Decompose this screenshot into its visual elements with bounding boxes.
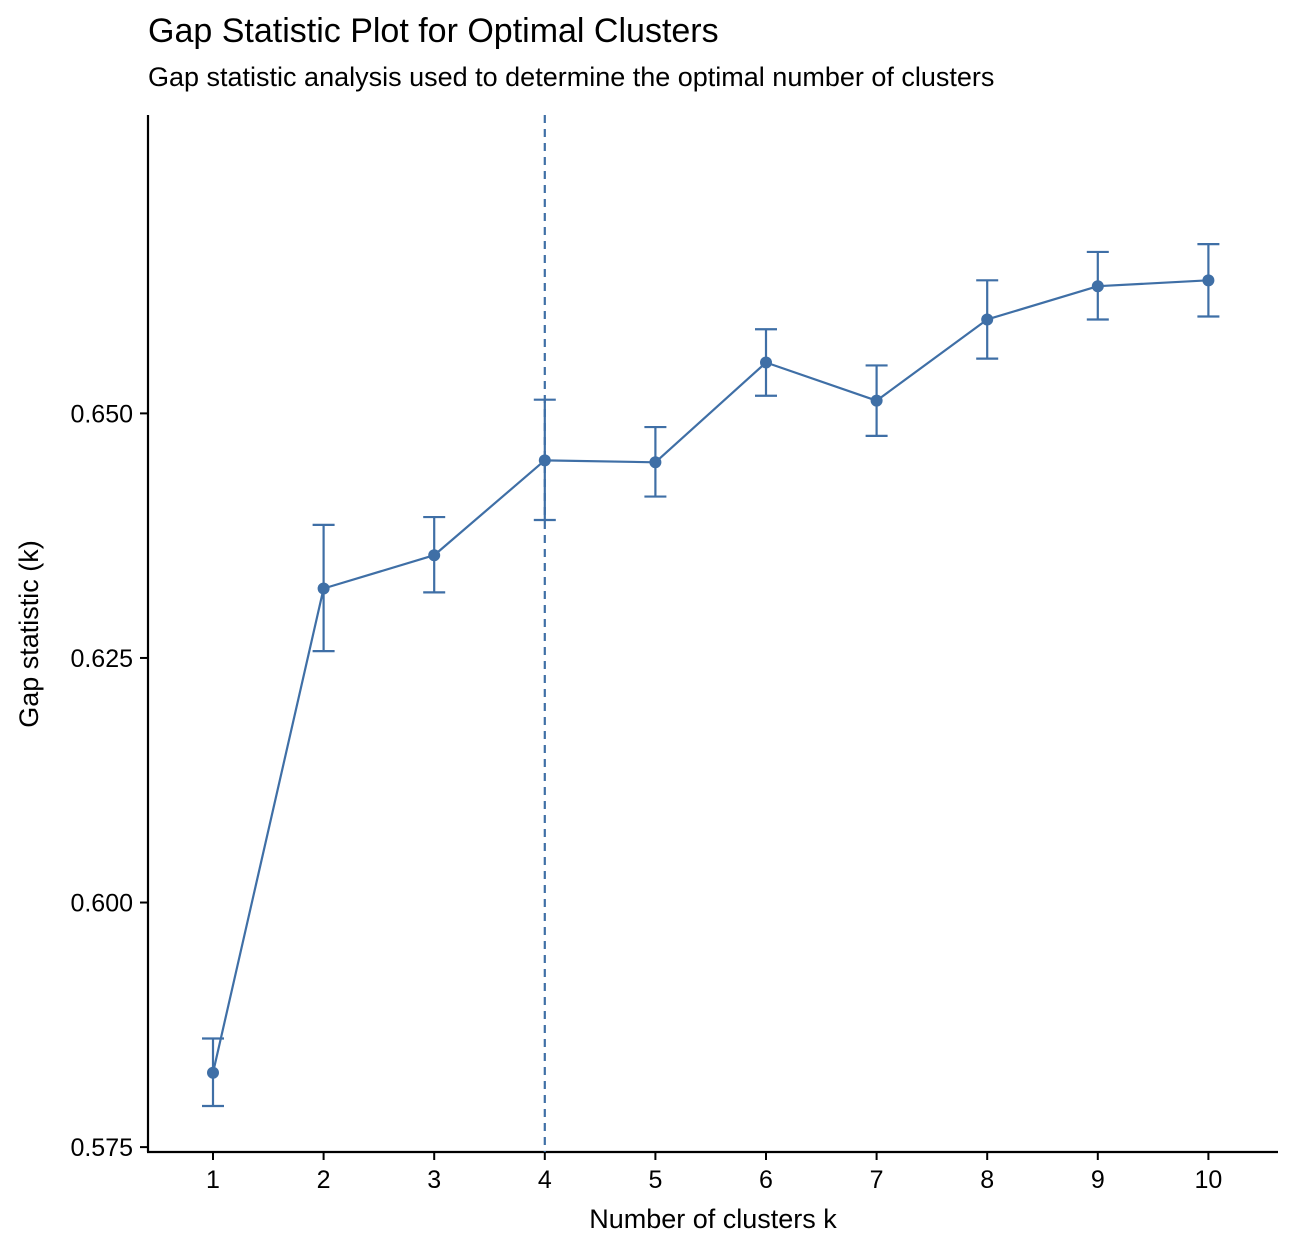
- x-ticks: 1 2 3 4 5 6 7 8 9 10: [206, 1152, 1222, 1194]
- y-ticks: 0.575 0.600 0.625 0.650: [70, 400, 148, 1162]
- data-point: [538, 454, 551, 467]
- series-line: [211, 279, 1209, 1074]
- series-line-group: [211, 279, 1209, 1074]
- x-axis-title: Number of clusters k: [589, 1204, 837, 1234]
- data-point: [207, 1066, 219, 1079]
- chart-title: Gap Statistic Plot for Optimal Clusters: [148, 12, 719, 50]
- data-points: [207, 274, 1215, 1079]
- x-tick-label: 5: [648, 1166, 662, 1194]
- axes: [146, 115, 1278, 1154]
- data-point: [760, 356, 772, 369]
- data-point: [1202, 274, 1215, 287]
- x-tick-label: 7: [870, 1166, 884, 1194]
- y-tick-label: 0.625: [70, 645, 133, 673]
- x-tick-label: 10: [1194, 1166, 1222, 1194]
- error-bars: [202, 243, 1220, 1108]
- x-tick-label: 2: [317, 1166, 331, 1194]
- data-point: [981, 313, 994, 326]
- data-point: [317, 582, 330, 595]
- data-point: [428, 549, 441, 562]
- x-tick-label: 6: [759, 1166, 773, 1194]
- x-tick-label: 3: [427, 1166, 441, 1194]
- chart-subtitle: Gap statistic analysis used to determine…: [148, 62, 995, 92]
- y-tick-label: 0.600: [70, 890, 133, 918]
- x-tick-label: 8: [980, 1166, 994, 1194]
- x-tick-label: 4: [538, 1166, 552, 1194]
- data-point: [649, 456, 662, 469]
- data-point: [1091, 280, 1104, 293]
- data-point: [870, 394, 883, 407]
- x-tick-label: 1: [206, 1166, 220, 1194]
- x-tick-label: 9: [1091, 1166, 1105, 1194]
- y-tick-label: 0.650: [70, 400, 133, 428]
- y-tick-label: 0.575: [70, 1134, 133, 1162]
- y-axis-title: Gap statistic (k): [14, 540, 44, 728]
